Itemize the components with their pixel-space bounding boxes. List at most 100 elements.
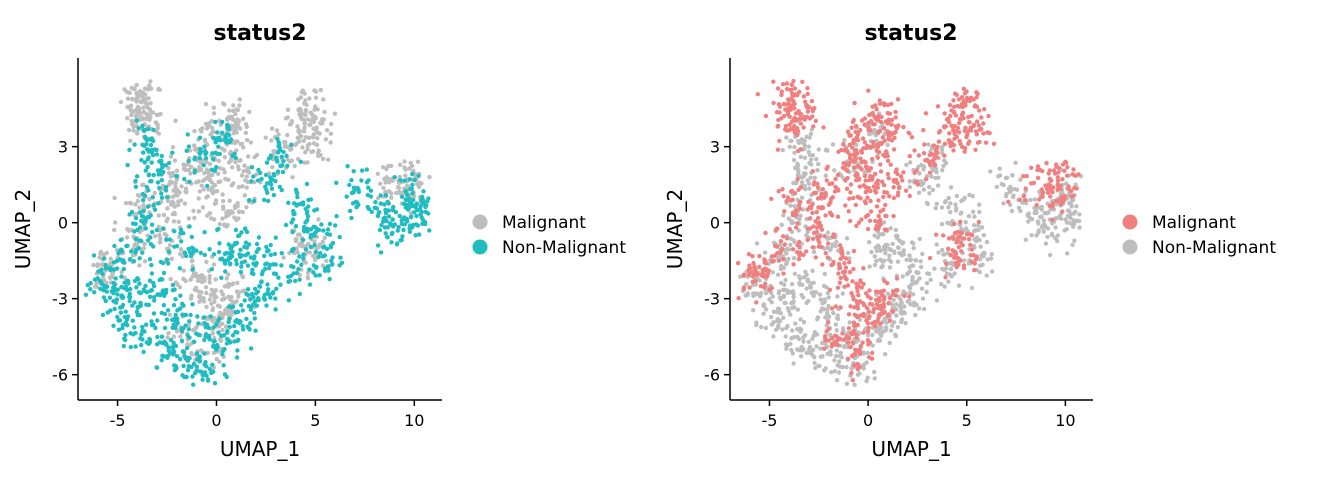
data-point [895,259,901,264]
data-point [192,339,197,344]
data-point [784,251,789,256]
data-point [801,125,806,130]
data-point [235,201,240,206]
data-point [316,244,322,250]
data-point [427,174,432,180]
data-point [1039,207,1045,212]
data-point [874,248,880,254]
data-point [883,352,888,357]
data-point [785,306,790,311]
data-point [204,290,209,296]
data-point [789,87,794,93]
data-point [298,241,303,246]
data-point [970,193,975,199]
data-point [816,215,821,221]
data-point [779,222,784,227]
data-point [942,141,948,146]
data-point [792,271,798,276]
data-point [289,264,294,269]
data-point [281,255,286,260]
data-point [168,202,174,207]
data-point [301,129,307,134]
data-point [166,330,171,336]
data-point [121,266,127,272]
data-point [202,170,207,176]
data-point [946,236,952,241]
data-point [960,104,966,110]
data-point [308,122,313,128]
data-point [100,312,106,318]
data-point [855,322,860,328]
data-point [310,135,316,140]
data-point [931,143,936,148]
data-point [807,160,812,166]
data-point [801,94,807,99]
data-point [316,254,321,260]
data-point [834,338,840,344]
data-point [303,247,309,252]
data-point [899,317,905,322]
data-point [193,271,198,276]
data-point [862,122,867,127]
data-point [1028,197,1033,203]
data-point [888,162,893,167]
data-point [210,331,216,336]
data-point [806,181,812,186]
data-point [239,303,244,308]
data-point [206,172,212,178]
data-point [792,191,798,196]
data-point [219,289,224,294]
x-tick-label: 0 [863,411,873,430]
data-point [970,209,976,214]
data-point [375,171,380,176]
data-point [840,291,845,296]
data-point [856,283,861,288]
data-point [196,209,202,214]
data-point [985,257,990,262]
data-point [410,171,415,177]
data-point [891,320,897,325]
data-point [834,348,840,353]
data-point [177,234,182,240]
data-point [211,157,216,162]
data-point [253,328,258,333]
data-point [144,322,149,327]
data-point [110,271,115,276]
data-point [426,211,431,216]
data-point [92,290,97,295]
data-point [202,351,207,356]
data-point [822,346,827,351]
data-point [233,125,239,130]
data-point [946,279,951,284]
data-point [215,151,220,157]
data-point [385,225,390,230]
data-point [186,355,191,360]
data-point [240,323,245,329]
data-point [753,282,759,287]
data-point [308,232,314,238]
data-point [769,196,774,201]
data-point [882,227,888,232]
data-point [771,258,776,264]
data-point [835,313,840,318]
data-point [1046,184,1051,190]
data-point [777,104,783,109]
data-point [125,96,131,101]
data-point [111,323,116,328]
data-point [383,193,389,198]
data-point [229,123,234,129]
data-point [248,140,254,145]
data-point [132,242,137,248]
data-point [220,216,225,221]
data-point [746,268,752,273]
data-point [870,343,875,348]
data-point [777,110,782,115]
data-point [208,314,213,319]
data-point [881,183,887,188]
data-point [1031,180,1037,186]
data-point [304,181,310,187]
data-point [948,252,953,258]
data-point [307,135,312,140]
data-point [268,182,274,187]
data-point [409,214,414,219]
